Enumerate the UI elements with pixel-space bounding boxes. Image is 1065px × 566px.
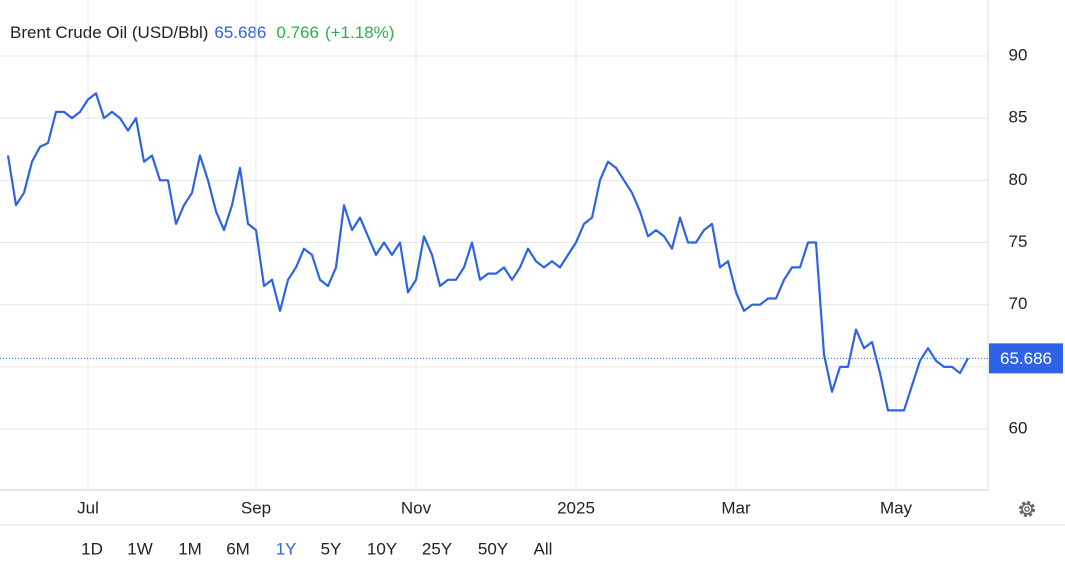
x-tick-label: Jul	[77, 498, 99, 517]
y-tick-label: 90	[1009, 45, 1028, 64]
grid	[0, 0, 988, 490]
range-button[interactable]: All	[534, 539, 553, 558]
range-button[interactable]: 1Y	[276, 539, 297, 558]
x-tick-label: Sep	[241, 498, 271, 517]
settings-icon[interactable]	[1019, 501, 1035, 517]
x-tick-label: 2025	[557, 498, 595, 517]
range-button[interactable]: 10Y	[367, 539, 397, 558]
change: 0.766	[276, 23, 319, 42]
x-tick-label: Nov	[401, 498, 432, 517]
last-price-label: 65.686	[1000, 349, 1052, 368]
instrument-name: Brent Crude Oil (USD/Bbl)	[10, 23, 208, 42]
range-button[interactable]: 1M	[178, 539, 202, 558]
y-tick-label: 85	[1009, 108, 1028, 127]
last-price-box	[989, 343, 1063, 374]
range-button[interactable]: 50Y	[478, 539, 508, 558]
range-button[interactable]: 25Y	[422, 539, 452, 558]
y-tick-label: 70	[1009, 294, 1028, 313]
range-button[interactable]: 1W	[127, 539, 153, 558]
x-tick-label: May	[880, 498, 913, 517]
change-percent: (+1.18%)	[325, 23, 394, 42]
x-tick-label: Mar	[721, 498, 751, 517]
last-price: 65.686	[214, 23, 266, 42]
y-tick-label: 60	[1009, 419, 1028, 438]
y-tick-label: 75	[1009, 232, 1028, 251]
range-button[interactable]: 5Y	[321, 539, 342, 558]
range-button[interactable]: 1D	[81, 539, 103, 558]
y-tick-label: 80	[1009, 170, 1028, 189]
price-line	[6, 92, 969, 412]
chart-title: Brent Crude Oil (USD/Bbl) 65.686 0.766 (+1.…	[10, 23, 394, 42]
range-button[interactable]: 6M	[226, 539, 250, 558]
